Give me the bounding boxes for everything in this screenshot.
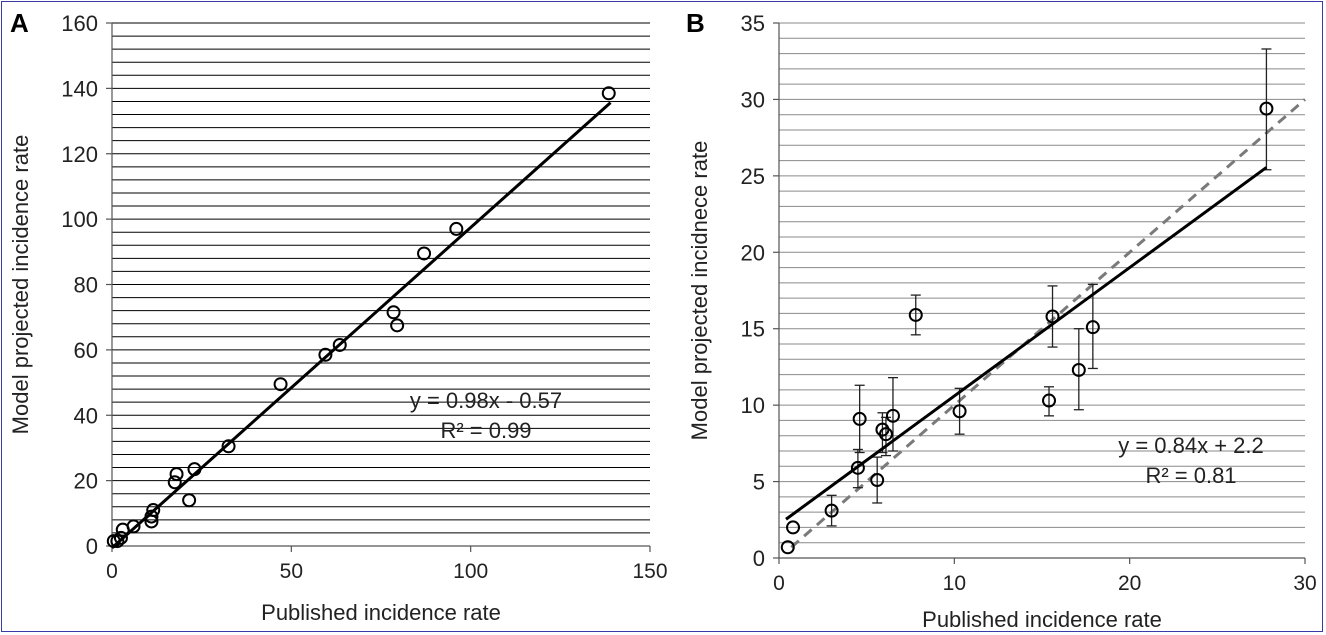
y-tick-label: 0 [86,534,98,559]
y-tick-label: 120 [61,142,98,167]
y-tick-label: 35 [741,11,765,36]
data-point [388,306,400,318]
data-point [275,378,287,390]
y-tick-label: 20 [741,240,765,265]
x-tick-label: 20 [1118,572,1141,595]
r-squared: R² = 0.81 [1145,463,1236,488]
data-point [391,319,403,331]
y-axis-label: Model projected incidnece rate [687,141,712,441]
x-tick-label: 10 [943,572,966,595]
x-tick-label: 0 [106,560,118,583]
data-point [183,494,195,506]
data-point [169,476,181,488]
y-tick-label: 5 [753,470,765,495]
fit-equation: y = 0.84x + 2.2 [1118,433,1264,458]
x-tick-label: 0 [773,572,785,595]
y-axis-label: Model projected incidence rate [8,135,33,435]
x-tick-label: 150 [632,560,667,583]
data-point [418,247,430,259]
data-point [603,87,615,99]
x-tick-label: 100 [453,560,488,583]
y-tick-label: 15 [741,317,765,342]
y-tick-label: 0 [753,546,765,571]
x-tick-label: 30 [1293,572,1316,595]
y-tick-label: 25 [741,164,765,189]
y-tick-label: 10 [741,393,765,418]
x-axis-label: Published incidence rate [922,607,1162,632]
y-tick-label: 160 [61,11,98,36]
r-squared: R² = 0.99 [440,418,531,443]
x-tick-label: 50 [280,560,303,583]
y-tick-label: 20 [74,469,98,494]
y-tick-label: 100 [61,207,98,232]
data-point [171,468,183,480]
y-tick-label: 80 [74,273,98,298]
y-tick-label: 60 [74,338,98,363]
x-axis-label: Published incidence rate [261,600,501,625]
y-tick-label: 140 [61,76,98,101]
y-tick-label: 30 [741,87,765,112]
y-tick-label: 40 [74,403,98,428]
fit-equation: y = 0.98x - 0.57 [410,388,562,413]
chart-panel-a: 0 20 40 60 80 100 120 140 160 0 50 100 150 Published … [8,11,668,625]
data-point [450,223,462,235]
chart-panel-b: 0 5 10 15 20 25 30 35 0 10 20 30 Published incidence… [687,11,1317,632]
